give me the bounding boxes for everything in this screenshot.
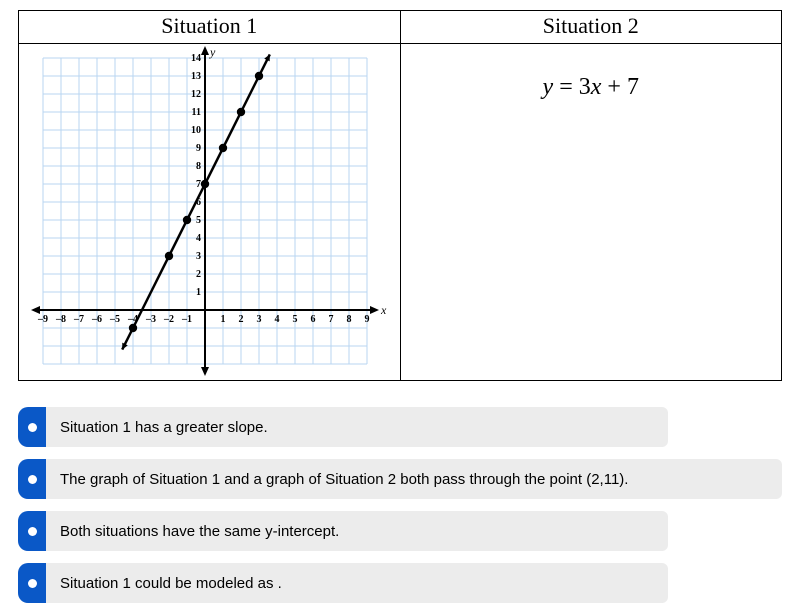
line-graph: –9–8–7–6–5–4–3–2–11234567891234567891011… (19, 44, 387, 380)
eq-sign: = (553, 74, 579, 100)
svg-text:8: 8 (196, 161, 201, 172)
option-row-1[interactable]: The graph of Situation 1 and a graph of … (18, 459, 782, 499)
equation: y = 3x + 7 (543, 74, 639, 100)
svg-text:–5: –5 (109, 314, 120, 325)
radio-dot-icon (28, 423, 37, 432)
option-row-3[interactable]: Situation 1 could be modeled as . (18, 563, 668, 603)
option-text: Situation 1 could be modeled as . (46, 563, 668, 603)
svg-text:10: 10 (191, 125, 201, 136)
option-text: Situation 1 has a greater slope. (46, 407, 668, 447)
svg-text:4: 4 (196, 233, 201, 244)
radio-dot-icon (28, 475, 37, 484)
svg-text:9: 9 (365, 314, 370, 325)
svg-text:–8: –8 (55, 314, 66, 325)
svg-text:14: 14 (191, 53, 201, 64)
svg-text:4: 4 (275, 314, 280, 325)
eq-coef: 3 (579, 74, 591, 100)
svg-text:13: 13 (191, 71, 201, 82)
svg-text:y: y (209, 45, 216, 59)
svg-text:12: 12 (191, 89, 201, 100)
option-row-0[interactable]: Situation 1 has a greater slope. (18, 407, 668, 447)
svg-text:x: x (380, 303, 387, 317)
eq-const: 7 (627, 74, 639, 100)
option-text: Both situations have the same y-intercep… (46, 511, 668, 551)
svg-text:3: 3 (196, 251, 201, 262)
header-situation-1: Situation 1 (19, 11, 401, 44)
eq-plus: + (601, 74, 627, 100)
option-tab (18, 407, 46, 447)
eq-lhs: y (543, 74, 554, 100)
svg-text:8: 8 (347, 314, 352, 325)
option-tab (18, 459, 46, 499)
eq-var: x (591, 74, 602, 100)
svg-text:2: 2 (196, 269, 201, 280)
svg-text:1: 1 (196, 287, 201, 298)
svg-text:3: 3 (257, 314, 262, 325)
svg-text:–3: –3 (145, 314, 156, 325)
svg-text:1: 1 (221, 314, 226, 325)
svg-text:–6: –6 (91, 314, 102, 325)
svg-text:5: 5 (196, 215, 201, 226)
option-text: The graph of Situation 1 and a graph of … (46, 459, 782, 499)
svg-text:–9: –9 (37, 314, 48, 325)
svg-text:–2: –2 (163, 314, 174, 325)
option-row-2[interactable]: Both situations have the same y-intercep… (18, 511, 668, 551)
equation-cell: y = 3x + 7 (400, 44, 782, 381)
svg-text:9: 9 (196, 143, 201, 154)
radio-dot-icon (28, 527, 37, 536)
answer-options: Situation 1 has a greater slope. The grap… (18, 407, 782, 603)
option-tab (18, 511, 46, 551)
svg-text:5: 5 (293, 314, 298, 325)
header-situation-2: Situation 2 (400, 11, 782, 44)
radio-dot-icon (28, 579, 37, 588)
svg-text:2: 2 (239, 314, 244, 325)
svg-text:7: 7 (196, 179, 201, 190)
svg-text:7: 7 (329, 314, 334, 325)
svg-text:6: 6 (311, 314, 316, 325)
graph-cell: –9–8–7–6–5–4–3–2–11234567891234567891011… (19, 44, 401, 381)
svg-text:–7: –7 (73, 314, 84, 325)
situations-table: Situation 1 Situation 2 –9–8–7–6–5–4–3–2… (18, 10, 782, 381)
svg-text:11: 11 (192, 107, 201, 118)
svg-text:–1: –1 (181, 314, 192, 325)
option-tab (18, 563, 46, 603)
